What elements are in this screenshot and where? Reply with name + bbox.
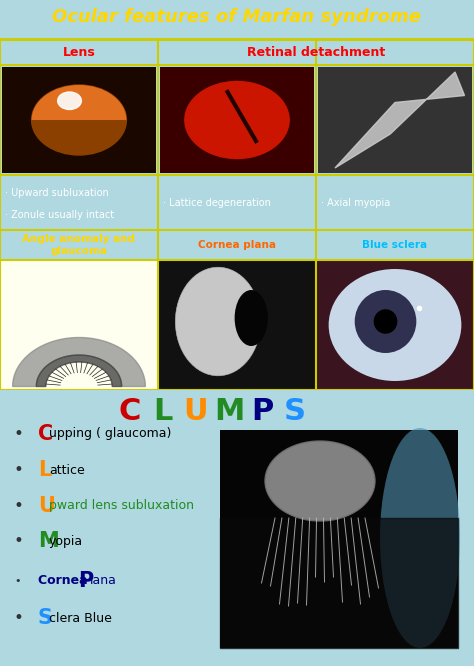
Ellipse shape	[374, 309, 397, 334]
Text: P: P	[79, 571, 94, 591]
Bar	[159, 261, 315, 389]
Text: S: S	[284, 396, 306, 426]
Text: · Axial myopia: · Axial myopia	[321, 198, 390, 208]
Text: attice: attice	[49, 464, 85, 476]
Text: •: •	[13, 425, 23, 443]
Text: lana: lana	[90, 575, 117, 587]
Bar	[1, 261, 156, 389]
Text: · Upward subluxation: · Upward subluxation	[5, 188, 109, 198]
Text: U: U	[184, 396, 208, 426]
Text: clera Blue: clera Blue	[49, 611, 112, 625]
Text: C: C	[119, 396, 141, 426]
Wedge shape	[32, 85, 127, 120]
Text: •: •	[13, 461, 23, 479]
Text: L: L	[153, 396, 173, 426]
Text: Retinal detachment: Retinal detachment	[247, 46, 385, 59]
Ellipse shape	[355, 290, 416, 353]
Text: U: U	[38, 496, 55, 516]
Bar	[160, 67, 314, 173]
Text: •: •	[13, 497, 23, 515]
Polygon shape	[335, 72, 465, 168]
Circle shape	[58, 92, 82, 109]
Text: pward lens subluxation: pward lens subluxation	[49, 500, 194, 513]
Text: •: •	[13, 609, 23, 627]
Text: Cornea: Cornea	[38, 575, 92, 587]
Text: Lens: Lens	[63, 46, 95, 59]
Text: · Zonule usually intact: · Zonule usually intact	[5, 210, 114, 220]
Bar	[318, 261, 473, 389]
Polygon shape	[36, 355, 122, 386]
Bar	[2, 67, 155, 173]
Ellipse shape	[235, 290, 268, 346]
Circle shape	[185, 81, 289, 159]
Text: Cornea plana: Cornea plana	[198, 240, 276, 250]
Text: · Lattice degeneration: · Lattice degeneration	[163, 198, 271, 208]
Ellipse shape	[265, 441, 375, 521]
Text: Ocular features of Marfan syndrome: Ocular features of Marfan syndrome	[53, 8, 421, 26]
Text: C: C	[38, 424, 53, 444]
Circle shape	[32, 85, 127, 155]
Text: M: M	[214, 396, 244, 426]
Text: upping ( glaucoma): upping ( glaucoma)	[49, 428, 172, 440]
Text: Blue sclera: Blue sclera	[363, 240, 428, 250]
Text: •: •	[15, 576, 21, 586]
Text: •: •	[13, 532, 23, 550]
Ellipse shape	[380, 428, 460, 648]
Ellipse shape	[328, 269, 461, 381]
Ellipse shape	[175, 267, 261, 376]
Text: L: L	[38, 460, 51, 480]
Text: S: S	[38, 608, 53, 628]
Text: yopia: yopia	[49, 535, 83, 547]
Bar	[220, 430, 458, 648]
Text: P: P	[251, 396, 273, 426]
Text: M: M	[38, 531, 59, 551]
Bar	[319, 67, 472, 173]
Text: Angle anomaly and
glaucoma: Angle anomaly and glaucoma	[22, 234, 136, 256]
Polygon shape	[13, 338, 146, 386]
